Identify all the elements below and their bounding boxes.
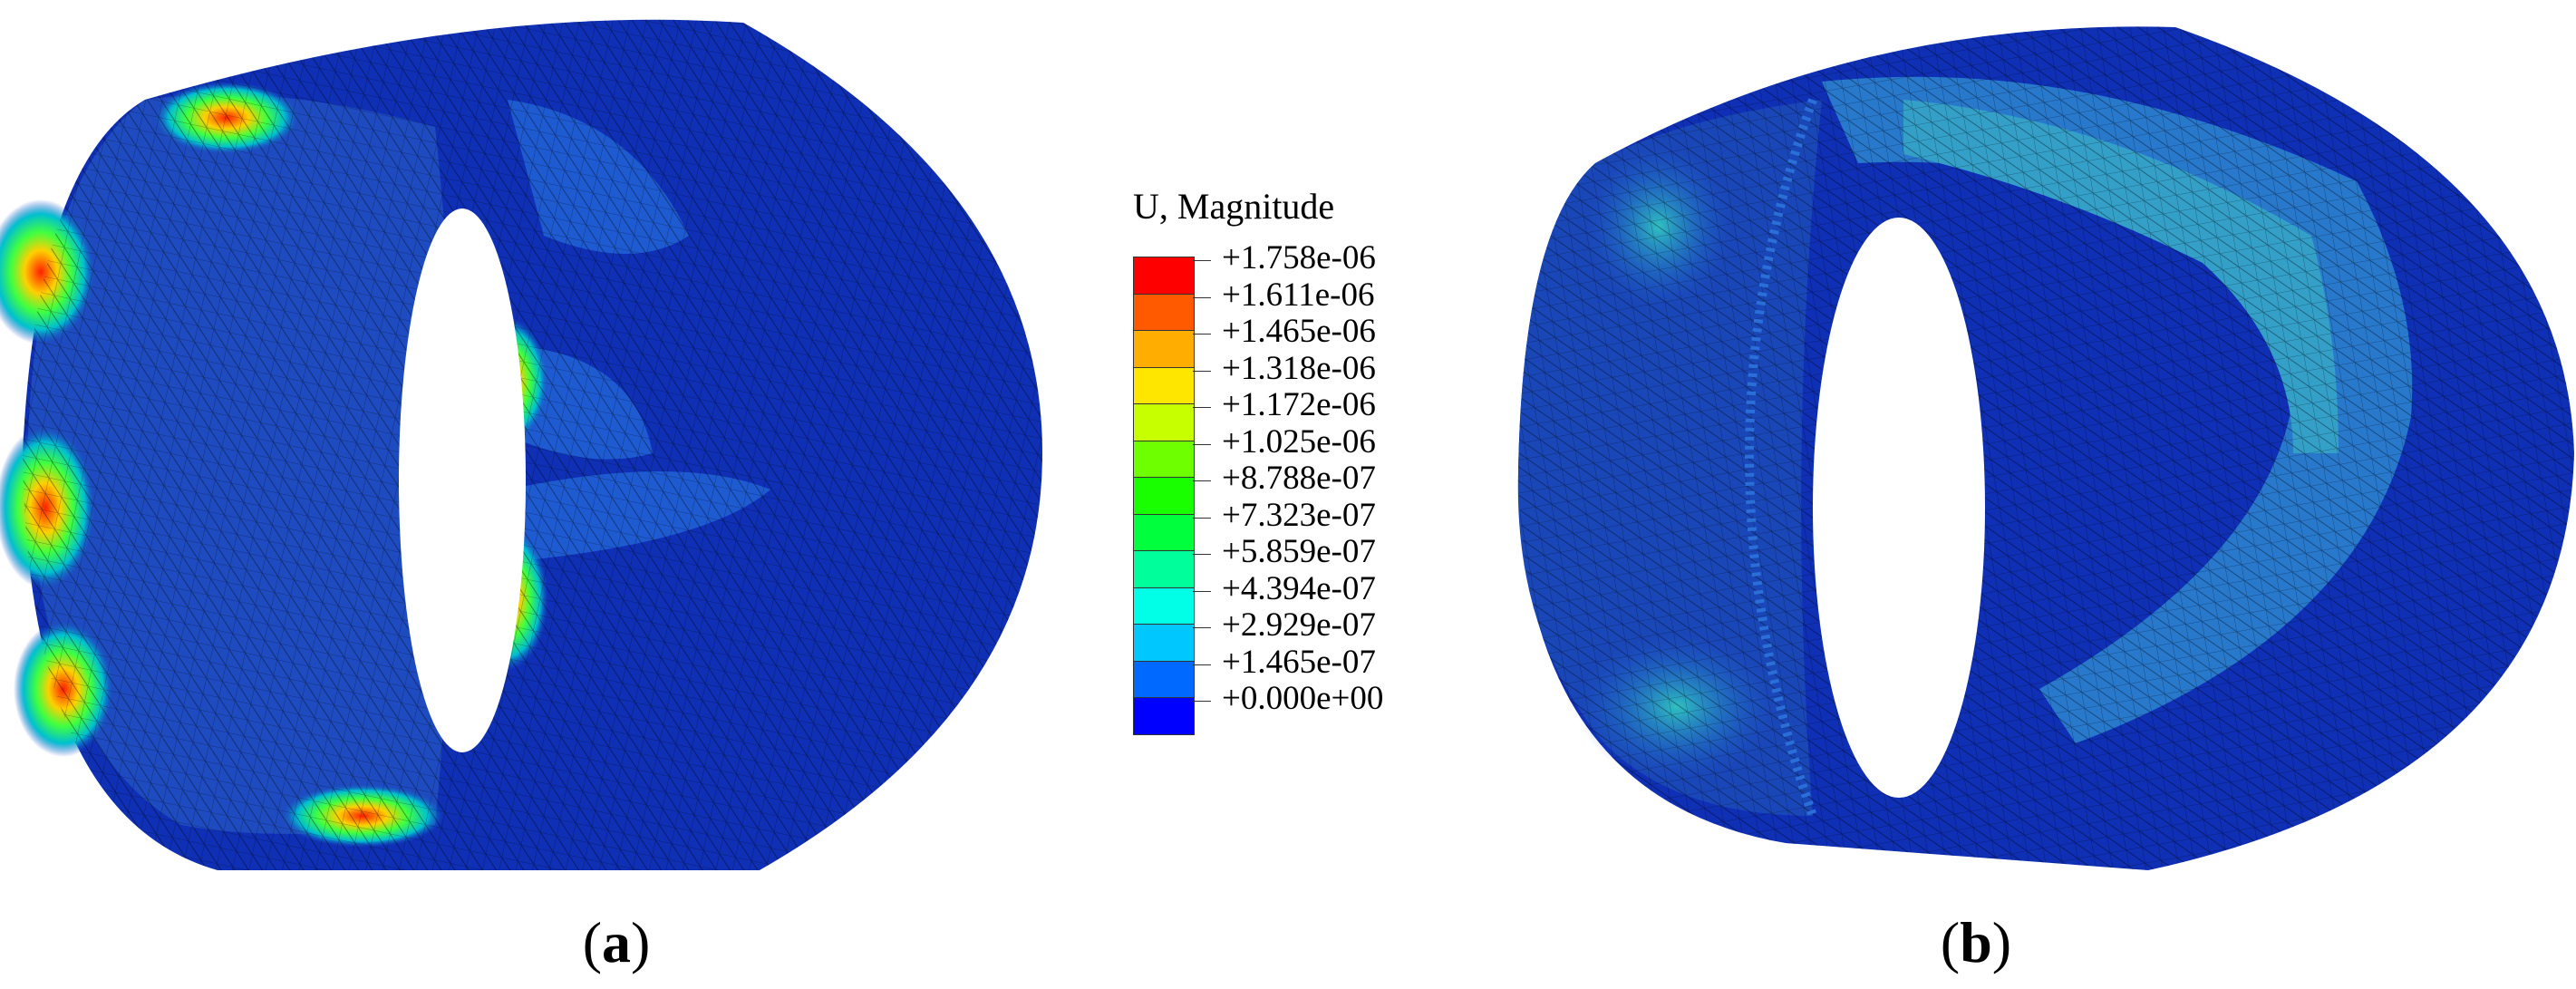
legend-level-label: +0.000e+00 (1193, 681, 1383, 717)
legend-swatch (1134, 257, 1194, 294)
legend-swatch (1134, 403, 1194, 441)
legend-swatch (1134, 477, 1194, 514)
legend-level-label: +2.929e-07 (1193, 607, 1376, 644)
legend-swatch (1134, 513, 1194, 550)
legend-level-label: +1.172e-06 (1193, 387, 1376, 423)
legend-level-label: +1.758e-06 (1193, 240, 1376, 276)
legend-color-bar (1133, 257, 1195, 735)
shell-opening-a (399, 208, 526, 752)
legend-level-label: +1.465e-07 (1193, 644, 1376, 681)
shell-render-a (0, 19, 1042, 870)
legend-swatch (1134, 440, 1194, 477)
legend-level-label: +1.318e-06 (1193, 350, 1376, 387)
legend-level-label: +1.611e-06 (1193, 276, 1375, 314)
caption-a: (a) (582, 910, 651, 974)
legend-swatch (1134, 293, 1194, 330)
legend-level-label: +7.323e-07 (1193, 497, 1376, 534)
shell-opening-b (1813, 218, 1985, 798)
legend-swatch (1134, 624, 1194, 661)
legend-swatch (1134, 587, 1194, 624)
legend-level-label: +1.025e-06 (1193, 423, 1376, 461)
legend-level-label: +5.859e-07 (1193, 534, 1376, 570)
contour-plot-b (1496, 0, 2576, 870)
legend-level-label: +4.394e-07 (1193, 570, 1376, 607)
mesh-overlay-b (1518, 26, 2574, 870)
legend-level-label: +1.465e-06 (1193, 314, 1376, 350)
shell-render-b (1517, 26, 2574, 870)
contour-plot-a (0, 0, 1088, 870)
legend-swatch (1134, 366, 1194, 403)
contour-legend: U, Magnitude +1.758e-06 +1.611e-06 +1.465e… (1133, 186, 1477, 735)
legend-swatch (1134, 660, 1194, 697)
legend-swatch (1134, 330, 1194, 367)
caption-b: (b) (1940, 910, 2012, 974)
contact-ring-b (1745, 98, 1817, 818)
mesh-overlay-a (23, 19, 1042, 870)
legend-swatch (1134, 550, 1194, 587)
legend-title: U, Magnitude (1133, 186, 1335, 227)
legend-swatch (1134, 697, 1194, 734)
legend-level-label: +8.788e-07 (1193, 461, 1376, 497)
